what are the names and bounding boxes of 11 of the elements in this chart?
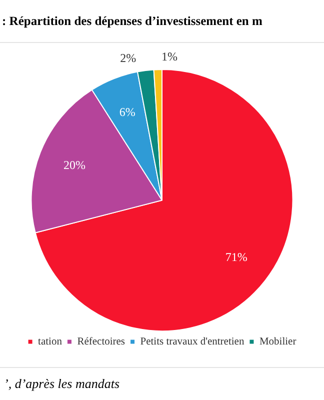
legend-label: tation xyxy=(38,336,63,348)
legend-label: Petits travaux d'entretien xyxy=(140,336,245,348)
data-label: 20% xyxy=(63,158,86,172)
data-label: 2% xyxy=(120,50,136,65)
legend-label: Réfectoires xyxy=(77,336,126,348)
text: ’, d’après les mandats xyxy=(3,375,121,393)
legend-label: Mobilier xyxy=(259,336,297,348)
data-label: 71% xyxy=(225,250,248,264)
data-label: 6% xyxy=(119,104,136,119)
data-label: 1% xyxy=(162,50,178,64)
chart-title: : Répartition des dépenses d’investissement en m xyxy=(1,13,264,30)
